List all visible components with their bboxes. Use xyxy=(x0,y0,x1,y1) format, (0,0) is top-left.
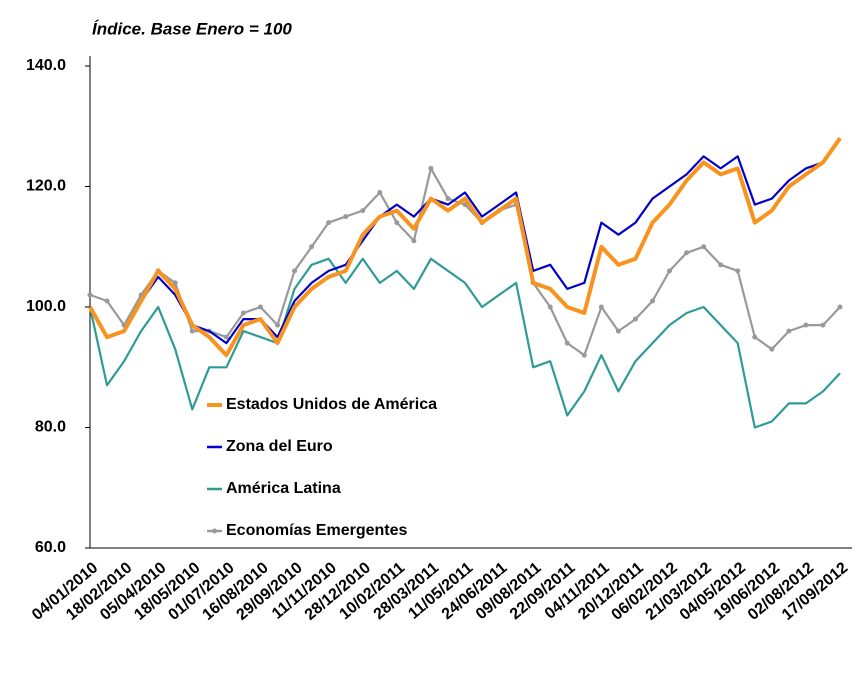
series-marker xyxy=(377,190,383,196)
series-marker xyxy=(257,304,263,310)
series-marker xyxy=(87,292,93,298)
y-tick-label: 140.0 xyxy=(26,57,66,74)
series-marker xyxy=(581,352,587,358)
series-marker xyxy=(428,165,434,171)
series-marker xyxy=(564,340,570,346)
series-marker xyxy=(786,328,792,334)
series-marker xyxy=(718,262,724,268)
series-line xyxy=(89,137,841,345)
series-marker xyxy=(684,250,690,256)
series-marker xyxy=(172,280,178,286)
y-tick-label: 80.0 xyxy=(35,419,66,436)
series-marker xyxy=(309,244,315,250)
legend-label: Economías Emergentes xyxy=(226,522,408,539)
series-marker xyxy=(445,196,451,202)
series-marker xyxy=(769,346,775,352)
series-marker xyxy=(394,220,400,226)
series-marker xyxy=(275,322,280,328)
series-line xyxy=(89,167,841,357)
series-line xyxy=(88,257,841,429)
legend-label: Estados Unidos de América xyxy=(226,396,437,413)
series-marker xyxy=(547,304,553,310)
series-marker xyxy=(598,304,604,310)
series-marker xyxy=(104,298,110,304)
series-marker xyxy=(650,298,655,304)
y-tick-label: 60.0 xyxy=(35,539,66,556)
series-marker xyxy=(411,238,417,244)
y-tick-label: 120.0 xyxy=(26,178,66,195)
series-marker xyxy=(343,214,349,220)
series-marker xyxy=(292,268,298,274)
series-line xyxy=(88,137,842,358)
series-marker xyxy=(803,322,809,328)
legend-label: Zona del Euro xyxy=(226,438,333,455)
series-marker xyxy=(326,220,332,226)
series-marker xyxy=(632,316,638,322)
legend-marker xyxy=(212,528,217,534)
chart-title: Índice. Base Enero = 100 xyxy=(92,19,292,38)
series-marker xyxy=(667,268,673,274)
series-marker xyxy=(240,310,246,316)
series-marker xyxy=(735,268,741,274)
series-marker xyxy=(837,304,843,310)
series-marker xyxy=(820,322,826,328)
y-tick-label: 100.0 xyxy=(26,298,66,315)
legend-label: América Latina xyxy=(226,480,341,497)
series-marker xyxy=(223,334,229,340)
series-marker xyxy=(752,334,758,340)
series-marker xyxy=(615,328,621,334)
series-marker xyxy=(189,328,195,334)
series-marker xyxy=(360,208,366,214)
series-marker xyxy=(701,244,707,250)
